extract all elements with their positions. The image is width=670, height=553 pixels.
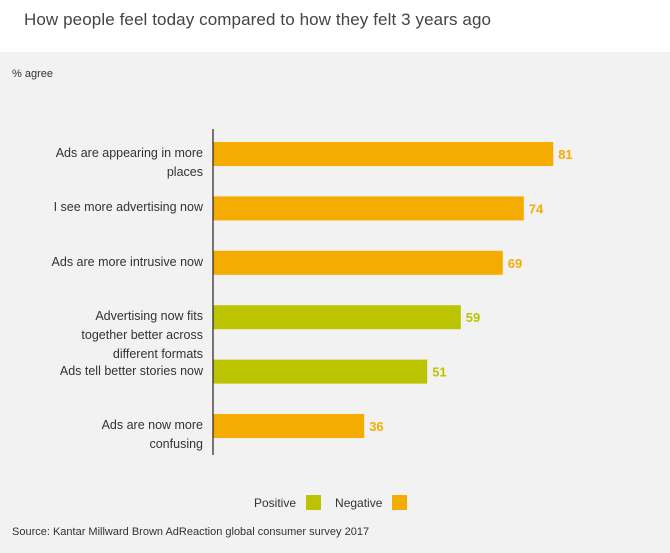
data-label-2: 74 bbox=[529, 201, 544, 216]
legend-swatch-positive bbox=[306, 495, 322, 510]
category-label-3: Ads are more intrusive now bbox=[51, 254, 203, 269]
category-label-6: Ads are now more confusing bbox=[101, 418, 203, 451]
source-note: Source: Kantar Millward Brown AdReaction… bbox=[12, 526, 370, 538]
bar-5 bbox=[213, 359, 428, 384]
data-label-5: 51 bbox=[432, 365, 446, 380]
bar-3 bbox=[213, 250, 503, 275]
bar-4 bbox=[213, 305, 461, 330]
data-label-6: 36 bbox=[369, 419, 383, 434]
legend-label-positive: Positive bbox=[254, 495, 297, 510]
category-label-4: Advertising now fits together better acro… bbox=[81, 309, 203, 362]
title-bar bbox=[0, 0, 670, 52]
category-label-1: Ads are appearing in more places bbox=[55, 146, 203, 179]
chart-title: How people feel today compared to how th… bbox=[24, 10, 492, 29]
category-label-5: Ads tell better stories now bbox=[59, 363, 203, 378]
bar-2 bbox=[213, 196, 524, 221]
data-label-1: 81 bbox=[558, 147, 572, 162]
bar-1 bbox=[213, 142, 554, 166]
unit-label: % agree bbox=[12, 68, 53, 80]
category-label-2: I see more advertising now bbox=[53, 200, 203, 215]
legend-label-negative: Negative bbox=[335, 495, 383, 510]
legend-swatch-negative bbox=[392, 495, 408, 510]
legend: Positive Negative bbox=[254, 495, 421, 510]
data-label-4: 59 bbox=[466, 310, 480, 325]
bar-6 bbox=[213, 414, 365, 438]
data-label-3: 69 bbox=[508, 256, 522, 271]
